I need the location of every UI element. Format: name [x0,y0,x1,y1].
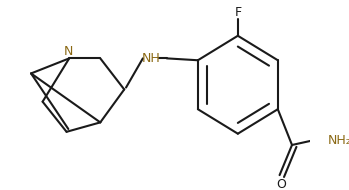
Text: O: O [276,178,286,190]
Text: NH₂: NH₂ [327,134,349,147]
Text: F: F [234,6,242,19]
Text: N: N [64,45,73,58]
Text: NH: NH [141,52,160,65]
